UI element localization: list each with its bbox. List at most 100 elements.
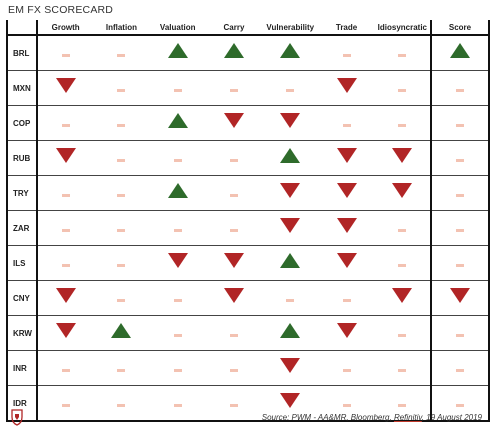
score-cell xyxy=(318,175,375,211)
score-cell xyxy=(262,280,319,316)
score-cell xyxy=(262,35,319,71)
up-triangle-icon xyxy=(450,43,470,58)
neutral-dash-icon xyxy=(61,229,70,232)
up-triangle-icon xyxy=(167,183,188,198)
table-row: TRY xyxy=(6,175,490,211)
score-cell xyxy=(149,280,206,316)
neutral-dash-icon xyxy=(286,89,295,92)
score-cell xyxy=(318,385,375,422)
score-cell xyxy=(374,315,431,351)
neutral-dash-icon xyxy=(342,369,351,372)
down-triangle-icon xyxy=(55,288,76,303)
neutral-dash-icon xyxy=(286,299,295,302)
score-cell xyxy=(318,245,375,281)
score-cell xyxy=(262,175,319,211)
score-cell xyxy=(374,175,431,211)
score-cell xyxy=(93,245,150,281)
neutral-dash-icon xyxy=(229,159,238,162)
down-triangle-icon xyxy=(280,358,301,373)
currency-label: INR xyxy=(6,350,38,386)
neutral-dash-icon xyxy=(61,369,70,372)
score-cell xyxy=(318,70,375,106)
score-cell xyxy=(374,140,431,176)
up-triangle-icon xyxy=(223,43,244,58)
table-row: CNY xyxy=(6,280,490,316)
up-triangle-icon xyxy=(280,43,301,58)
score-cell xyxy=(37,280,94,316)
score-cell xyxy=(205,210,263,246)
down-triangle-icon xyxy=(280,183,301,198)
score-cell xyxy=(374,70,431,106)
down-triangle-icon xyxy=(450,288,470,303)
neutral-dash-icon xyxy=(117,299,126,302)
neutral-dash-icon xyxy=(117,229,126,232)
neutral-dash-icon xyxy=(229,89,238,92)
neutral-dash-icon xyxy=(61,54,70,57)
down-triangle-icon xyxy=(392,148,413,163)
score-cell xyxy=(93,35,150,71)
score-cell xyxy=(262,140,319,176)
score-cell xyxy=(149,315,206,351)
table-row: RUB xyxy=(6,140,490,176)
currency-label: ILS xyxy=(6,245,38,281)
currency-label: MXN xyxy=(6,70,38,106)
page-title: EM FX SCORECARD xyxy=(8,4,114,16)
table-row: KRW xyxy=(6,315,490,351)
neutral-dash-icon xyxy=(61,194,70,197)
score-cell xyxy=(37,70,94,106)
score-cell xyxy=(262,385,319,422)
score-cell xyxy=(149,105,206,141)
header-row: Growth Inflation Valuation Carry Vulnerabili… xyxy=(6,20,490,36)
score-cell xyxy=(37,105,94,141)
table-body: BRL MXN COP RUB TRY ZAR ILS CNY KRW INR IDR xyxy=(6,35,490,422)
column-header-vulnerability: Vulnerability xyxy=(262,20,319,36)
column-header-carry: Carry xyxy=(205,20,263,36)
neutral-dash-icon xyxy=(61,404,70,407)
down-triangle-icon xyxy=(167,253,188,268)
neutral-dash-icon xyxy=(456,229,464,232)
score-cell xyxy=(37,385,94,422)
down-triangle-icon xyxy=(336,323,357,338)
score-cell xyxy=(205,105,263,141)
score-cell xyxy=(205,175,263,211)
down-triangle-icon xyxy=(223,253,244,268)
source-link[interactable]: Refinitiv xyxy=(393,413,422,422)
table-row: ILS xyxy=(6,245,490,281)
table-row: COP xyxy=(6,105,490,141)
neutral-dash-icon xyxy=(398,124,407,127)
down-triangle-icon xyxy=(336,183,357,198)
score-cell xyxy=(318,350,375,386)
score-cell xyxy=(205,35,263,71)
up-triangle-icon xyxy=(111,323,132,338)
neutral-dash-icon xyxy=(173,369,182,372)
score-cell xyxy=(37,175,94,211)
currency-label: ZAR xyxy=(6,210,38,246)
score-cell xyxy=(430,175,490,211)
down-triangle-icon xyxy=(55,78,76,93)
neutral-dash-icon xyxy=(398,54,407,57)
score-cell xyxy=(149,350,206,386)
score-cell xyxy=(430,70,490,106)
neutral-dash-icon xyxy=(117,54,126,57)
down-triangle-icon xyxy=(280,393,301,408)
neutral-dash-icon xyxy=(456,334,464,337)
neutral-dash-icon xyxy=(117,264,126,267)
score-cell xyxy=(205,245,263,281)
column-header-inflation: Inflation xyxy=(93,20,150,36)
down-triangle-icon xyxy=(55,323,76,338)
score-cell xyxy=(374,105,431,141)
score-cell xyxy=(205,385,263,422)
score-cell xyxy=(93,350,150,386)
down-triangle-icon xyxy=(392,288,413,303)
score-cell xyxy=(374,350,431,386)
neutral-dash-icon xyxy=(342,404,351,407)
source-prefix: Source: PWM - AA&MR, Bloomberg, xyxy=(261,413,394,422)
neutral-dash-icon xyxy=(398,334,407,337)
score-cell xyxy=(149,175,206,211)
neutral-dash-icon xyxy=(117,89,126,92)
neutral-dash-icon xyxy=(398,264,407,267)
column-header-valuation: Valuation xyxy=(149,20,206,36)
score-cell xyxy=(374,210,431,246)
score-cell xyxy=(37,35,94,71)
column-header-idiosyncratic: Idiosyncratic xyxy=(374,20,431,36)
